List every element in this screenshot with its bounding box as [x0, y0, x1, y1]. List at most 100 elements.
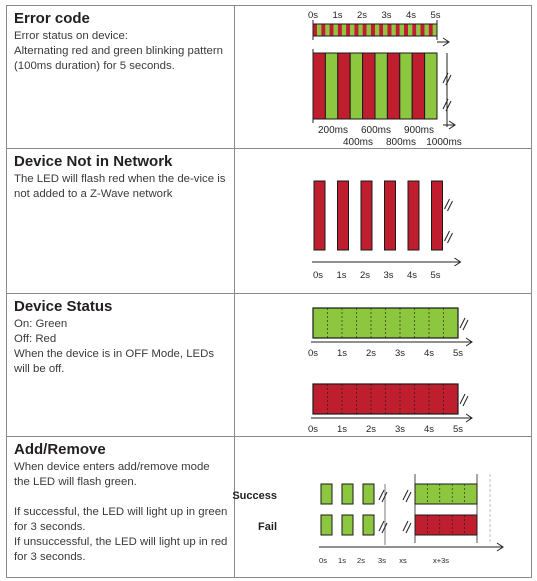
row-title: Error code: [14, 10, 90, 27]
time-tick-label: 5s: [430, 10, 440, 21]
arrow-head: [448, 120, 456, 130]
time-tick-label: 1s: [332, 10, 342, 21]
row-line: The LED will flash red when the de-vice …: [14, 173, 226, 200]
device-status-description: Device Status On: Green Off: Red When th…: [6, 293, 235, 437]
strip-segment: [432, 24, 437, 36]
green-flash-bar: [362, 514, 375, 536]
row-line: Off: Red: [14, 333, 57, 345]
time-tick-label: 0s: [308, 10, 318, 21]
time-tick-label: x+3s: [433, 556, 449, 565]
green-flash-bar: [320, 514, 333, 536]
red-flash-bar: [337, 180, 349, 251]
strip-segment: [346, 24, 351, 36]
time-tick-label: 3s: [395, 424, 405, 435]
time-tick-label: 3s: [378, 556, 386, 565]
strip-segment: [399, 24, 404, 36]
time-tick-label: 5s: [430, 270, 440, 281]
red-flash-bar: [431, 180, 443, 251]
time-tick-label: 4s: [406, 10, 416, 21]
row-line: When device enters add/remove mode the L…: [14, 461, 210, 488]
strip-segment: [321, 24, 326, 36]
strip-segment: [317, 24, 322, 36]
red-flash-bar: [313, 180, 326, 251]
break-mark: [402, 489, 412, 503]
ms-label: 900ms: [404, 125, 434, 136]
strip-segment: [383, 24, 388, 36]
strip-segment: [354, 24, 359, 36]
time-tick-label: 5s: [453, 348, 463, 359]
red-flash-bar: [384, 180, 396, 251]
error-bar: [362, 52, 376, 120]
break-mark: [444, 230, 453, 244]
strip-segment: [428, 24, 433, 36]
strip-segment: [329, 24, 334, 36]
strip-segment: [366, 24, 371, 36]
time-tick-label: xs: [399, 556, 407, 565]
ms-label: 600ms: [361, 125, 391, 136]
strip-segment: [391, 24, 396, 36]
not-in-network-description: Device Not in Network The LED will flash…: [6, 148, 235, 294]
strip-segment: [362, 24, 367, 36]
led-indication-table: Error code Error status on device: Alter…: [6, 5, 532, 578]
ms-label: 1000ms: [426, 137, 462, 148]
red-flash-bar: [407, 180, 420, 251]
strip-segment: [408, 24, 413, 36]
row-add-remove: Add/Remove When device enters add/remove…: [6, 436, 532, 578]
ms-label: 400ms: [343, 137, 373, 148]
strip-segment: [395, 24, 400, 36]
add-remove-figure: Success Fail 0s 1s 2s 3s xs x+3s: [232, 436, 532, 578]
time-tick-label: 0s: [308, 348, 318, 359]
break-mark: [402, 520, 412, 534]
strip-segment: [341, 24, 347, 36]
strip-segment: [412, 24, 417, 36]
device-status-figure: 0s 1s 2s 3s 4s 5s 0s 1s 2s 3s 4s 5s: [234, 293, 532, 437]
strip-segment: [350, 24, 355, 36]
error-bar: [374, 52, 388, 120]
row-line: Alternating red and green blinking patte…: [14, 45, 223, 72]
row-line: If successful, the LED will light up in …: [14, 506, 228, 533]
error-bar: [411, 52, 426, 120]
time-tick-label: 3s: [395, 348, 405, 359]
strip-segment: [420, 24, 425, 36]
add-remove-diagram: Success Fail 0s 1s 2s 3s xs x+3s: [232, 474, 504, 565]
arrow-head: [454, 257, 462, 267]
row-error-code: Error code Error status on device: Alter…: [6, 5, 532, 149]
time-tick-label: 2s: [357, 556, 365, 565]
ms-label: 800ms: [386, 137, 416, 148]
break-mark: [459, 393, 469, 407]
break-mark: [444, 198, 453, 212]
time-tick-label: 1s: [337, 348, 347, 359]
time-tick-label: 3s: [383, 270, 393, 281]
time-tick-label: 2s: [360, 270, 370, 281]
strip-segment: [424, 24, 429, 36]
break-mark: [459, 317, 469, 331]
arrow-head: [465, 413, 473, 423]
strip-segment: [337, 24, 342, 36]
arrow-head: [465, 337, 473, 347]
error-bar: [399, 52, 413, 120]
time-tick-label: 4s: [407, 270, 417, 281]
success-label: Success: [232, 490, 277, 502]
time-tick-label: 1s: [336, 270, 346, 281]
strip-segment: [333, 24, 338, 36]
row-line: On: Green: [14, 318, 68, 330]
time-tick-label: 3s: [381, 10, 391, 21]
time-tick-label: 4s: [424, 424, 434, 435]
strip-segment: [416, 24, 421, 36]
strip-segment: [370, 24, 375, 36]
break-mark: [378, 520, 388, 534]
device-status-diagram: 0s 1s 2s 3s 4s 5s 0s 1s 2s 3s 4s 5s: [308, 307, 473, 435]
time-tick-label: 0s: [308, 424, 318, 435]
arrow-head: [496, 542, 504, 552]
row-device-status: Device Status On: Green Off: Red When th…: [6, 293, 532, 437]
error-code-diagram: 0s 1s 2s 3s 4s 5s 200ms 600ms 900ms 400ms 800ms 100…: [308, 10, 462, 148]
row-title: Device Status: [14, 298, 113, 315]
error-bar: [386, 52, 401, 120]
strip-segment: [403, 24, 409, 36]
row-line: When the device is in OFF Mode, LEDs wil…: [14, 348, 215, 375]
green-flash-bar: [320, 483, 333, 505]
not-in-network-diagram: 0s 1s 2s 3s 4s 5s: [312, 180, 462, 281]
error-bar: [337, 52, 351, 120]
green-flash-bar: [341, 514, 354, 536]
time-tick-label: 0s: [313, 270, 323, 281]
